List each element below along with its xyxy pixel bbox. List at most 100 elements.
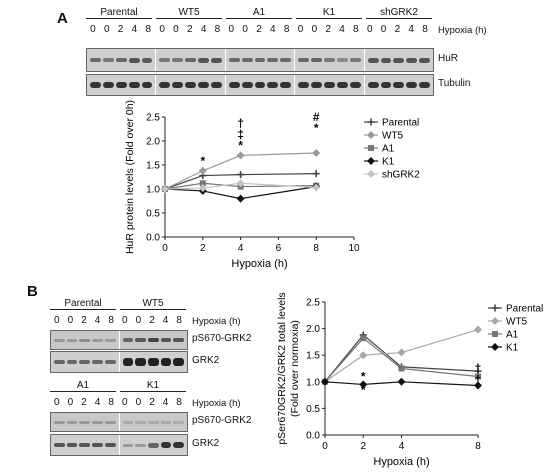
- blot-group-wt5-b: WT5: [120, 298, 186, 310]
- blot-label-grk2-top: GRK2: [192, 355, 220, 366]
- lane-label: 0: [159, 24, 165, 35]
- series-a1-line: [324, 337, 479, 383]
- x-tick-label: 0: [322, 441, 328, 452]
- y-tick-label: 0.5: [306, 404, 320, 415]
- lane-label: 8: [108, 315, 114, 326]
- legend-shgrk2-point: [367, 170, 375, 178]
- lane-label: 0: [103, 24, 110, 35]
- series-a1-point: [398, 365, 405, 372]
- significance-mark: †: [475, 373, 482, 387]
- series-a1-line: [164, 182, 317, 190]
- x-axis-title: Hypoxia (h): [373, 456, 429, 468]
- series-parental-point: [237, 171, 245, 179]
- lane-label: 0: [122, 315, 128, 326]
- series-wt5-point: [474, 325, 482, 334]
- x-tick-label: 0: [162, 243, 168, 254]
- lane-label: 2: [81, 315, 87, 326]
- lane-label: 0: [311, 24, 318, 35]
- lane-label: 0: [122, 397, 128, 408]
- series-parental-line: [324, 334, 479, 383]
- significance-mark: *: [200, 154, 205, 168]
- y-tick-label: 0.5: [146, 209, 160, 220]
- lane-label: 0: [67, 397, 74, 408]
- blot-label-grk2-bottom: GRK2: [192, 438, 220, 449]
- significance-mark: ‡: [237, 127, 244, 141]
- series-k1-line: [164, 186, 317, 200]
- lane-label: 8: [353, 24, 359, 35]
- legend-k1-point: [367, 157, 375, 165]
- lane-label: 0: [90, 24, 96, 35]
- significance-mark: *: [361, 369, 366, 383]
- series-wt5-point: [236, 151, 245, 160]
- series-shgrk2-point: [236, 179, 245, 188]
- legend-entry-a1: A1: [506, 330, 519, 341]
- panel-label-a: A: [57, 10, 68, 27]
- lane-label: 0: [242, 24, 248, 35]
- y-tick-label: 2.0: [146, 137, 160, 148]
- series-parental-point: [312, 170, 320, 178]
- legend-parental-point: [367, 118, 375, 126]
- y-tick-label: 1.0: [146, 185, 160, 196]
- significance-mark: *: [314, 121, 319, 135]
- x-tick-label: 2: [360, 441, 366, 452]
- y-tick-label: 2.5: [306, 298, 320, 309]
- legend-entry-wt5: WT5: [382, 131, 404, 142]
- blot-group-a1-b: A1: [50, 380, 116, 392]
- series-shgrk2-point: [198, 184, 207, 193]
- lane-label: 4: [131, 24, 138, 35]
- lane-label: 0: [67, 315, 74, 326]
- series-k1-line: [324, 381, 479, 387]
- lane-label: 0: [54, 397, 60, 408]
- series-wt5-line: [164, 152, 317, 190]
- legend-a1-point: [368, 145, 374, 151]
- significance-mark: †: [237, 116, 244, 130]
- blot-group-k1-b: K1: [120, 380, 186, 392]
- lane-label: 8: [422, 24, 428, 35]
- lane-label: 0: [135, 397, 142, 408]
- grk2-blot-top: [50, 351, 188, 373]
- legend-k1-point: [491, 343, 499, 351]
- blot-group-parental: Parental: [86, 7, 152, 19]
- y-tick-label: 1.5: [306, 351, 320, 362]
- lane-label: 2: [256, 24, 262, 35]
- series-wt5-point: [359, 351, 368, 360]
- lane-label: 0: [380, 24, 387, 35]
- significance-mark: #: [313, 110, 320, 124]
- blot-group-shgrk2: shGRK2: [366, 7, 432, 19]
- lane-label: 0: [173, 24, 179, 35]
- x-tick-label: 8: [313, 243, 319, 254]
- x-tick-label: 4: [399, 441, 405, 452]
- lane-label: 0: [297, 24, 304, 35]
- lane-label: 4: [339, 24, 345, 35]
- tubulin-blot: [86, 74, 434, 96]
- series-shgrk2-point: [161, 185, 169, 193]
- blot-group-parental-b: Parental: [50, 298, 116, 310]
- hypoxia-label-a: Hypoxia (h): [438, 25, 487, 36]
- lane-label: 2: [394, 24, 401, 35]
- legend-entry-parental: Parental: [506, 304, 543, 315]
- legend-wt5-point: [367, 131, 375, 139]
- lane-label: 8: [108, 397, 114, 408]
- legend-entry-parental: Parental: [382, 118, 419, 129]
- lane-label: 4: [200, 24, 207, 35]
- hypoxia-label-b-top: Hypoxia (h): [192, 316, 241, 327]
- blot-label-hur: HuR: [438, 53, 459, 64]
- series-parental-line: [164, 173, 317, 190]
- hypoxia-label-b-bottom: Hypoxia (h): [192, 398, 241, 409]
- series-wt5-point: [397, 348, 406, 357]
- series-k1-point: [397, 377, 406, 386]
- series-a1-point: [475, 373, 481, 380]
- panel-label-b: B: [27, 283, 38, 300]
- lane-label: 8: [176, 397, 182, 408]
- lane-label: 2: [186, 24, 193, 35]
- blot-group-a1: A1: [226, 7, 292, 19]
- x-tick-label: 10: [348, 243, 360, 254]
- legend-entry-wt5: WT5: [506, 317, 528, 328]
- blot-group-wt5: WT5: [156, 7, 222, 19]
- lane-label: 8: [283, 24, 290, 35]
- series-k1-point: [321, 377, 329, 386]
- lane-label: 2: [117, 24, 124, 35]
- series-wt5-point: [198, 166, 207, 175]
- y-tick-label: 2.0: [306, 324, 320, 335]
